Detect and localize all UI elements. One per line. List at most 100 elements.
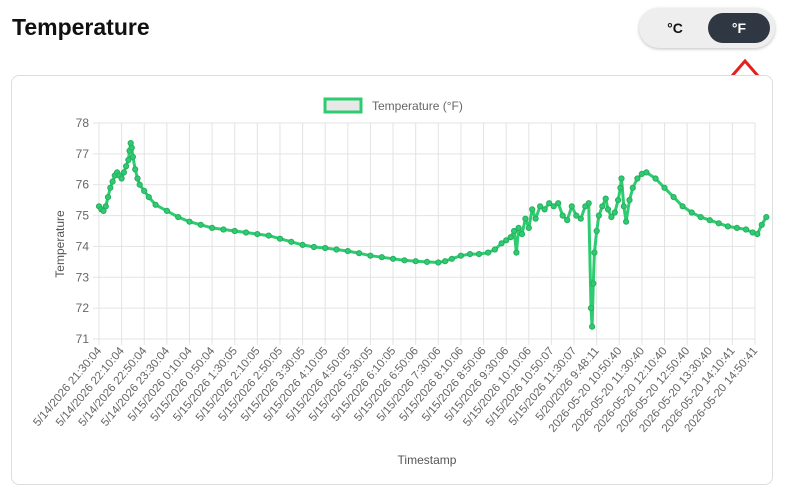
data-point <box>378 254 385 261</box>
chart-card: 71 72 73 74 75 76 77 78 5/14/2026 21:30:04 5/14/… <box>11 75 773 485</box>
celsius-button[interactable]: °C <box>644 13 706 43</box>
data-point <box>706 217 713 224</box>
data-point <box>265 232 272 239</box>
data-point <box>522 215 529 222</box>
data-point <box>310 243 317 251</box>
data-point <box>564 217 571 224</box>
data-point <box>448 255 455 262</box>
data-point <box>623 218 630 225</box>
data-point <box>629 184 636 191</box>
data-point <box>568 203 575 210</box>
x-axis-label: Timestamp <box>398 453 457 467</box>
data-point <box>652 175 659 182</box>
data-point <box>141 187 148 195</box>
data-point <box>186 218 193 225</box>
data-point <box>763 214 770 221</box>
data-point <box>344 248 351 255</box>
series-line <box>97 141 768 329</box>
data-point <box>412 258 419 265</box>
y-tick-label: 77 <box>76 147 90 161</box>
data-point <box>435 259 442 266</box>
data-point <box>423 258 431 265</box>
data-point <box>518 231 526 238</box>
data-point <box>163 207 170 214</box>
data-point <box>670 194 677 201</box>
y-tick-label: 72 <box>76 301 90 315</box>
y-tick-label: 73 <box>76 270 90 284</box>
data-point <box>577 215 584 222</box>
y-axis-label: Temperature <box>53 210 67 278</box>
y-tick-label: 76 <box>76 178 90 192</box>
data-point <box>128 144 135 151</box>
data-point <box>134 175 141 182</box>
data-point <box>513 249 520 256</box>
data-point <box>109 178 116 185</box>
data-point <box>498 240 505 247</box>
data-point <box>145 194 152 201</box>
y-tick-label: 71 <box>76 332 90 346</box>
data-point <box>615 197 622 204</box>
y-tick-label: 78 <box>76 116 90 130</box>
data-point <box>525 224 532 231</box>
data-point <box>102 203 109 210</box>
data-point <box>322 244 329 252</box>
data-point <box>546 200 553 207</box>
data-point <box>485 249 492 256</box>
data-point <box>595 212 603 219</box>
data-point <box>587 305 595 312</box>
data-point <box>733 224 741 231</box>
data-point <box>742 226 750 233</box>
data-point <box>132 166 139 173</box>
data-point <box>120 169 128 176</box>
data-point <box>754 231 761 238</box>
data-point <box>758 221 765 228</box>
legend-label: Temperature (°F) <box>372 99 463 113</box>
data-point <box>299 241 306 248</box>
data-point <box>589 323 596 330</box>
page-title: Temperature <box>12 14 150 40</box>
fahrenheit-button[interactable]: °F <box>708 13 770 43</box>
data-point <box>602 195 609 202</box>
legend-swatch <box>323 97 363 114</box>
data-point <box>643 169 650 176</box>
x-tick-labels: 5/14/2026 21:30:045/14/2026 22:10:045/14… <box>31 345 760 435</box>
data-point <box>107 184 114 191</box>
data-point <box>608 214 615 221</box>
data-point <box>593 227 600 235</box>
data-point <box>697 214 704 221</box>
data-point <box>491 246 498 253</box>
chart-series <box>95 140 770 330</box>
data-point <box>661 184 668 191</box>
data-point <box>537 203 544 210</box>
data-point <box>541 206 548 213</box>
data-point <box>604 206 612 213</box>
data-point <box>679 203 686 210</box>
data-point <box>590 280 597 287</box>
data-point <box>618 175 625 182</box>
data-point <box>634 175 641 182</box>
data-point <box>591 249 598 256</box>
data-point <box>390 255 397 262</box>
data-point <box>688 209 695 216</box>
data-point <box>507 234 514 241</box>
data-point <box>401 257 408 264</box>
data-point <box>197 221 204 228</box>
chart-legend[interactable]: Temperature (°F) <box>323 97 463 114</box>
y-tick-labels: 71 72 73 74 75 76 77 78 <box>76 116 90 346</box>
data-point <box>503 237 510 244</box>
data-point <box>724 223 732 230</box>
data-point <box>617 184 624 191</box>
data-point <box>123 163 130 170</box>
data-point <box>136 181 143 188</box>
data-point <box>555 200 562 207</box>
data-point <box>129 153 137 161</box>
data-point <box>254 231 261 238</box>
data-point <box>356 250 363 257</box>
data-point <box>626 197 633 204</box>
data-point <box>585 200 592 207</box>
data-point <box>367 252 374 259</box>
data-point <box>599 203 606 210</box>
data-point <box>242 229 250 236</box>
data-point <box>532 215 539 222</box>
data-point <box>276 235 284 242</box>
